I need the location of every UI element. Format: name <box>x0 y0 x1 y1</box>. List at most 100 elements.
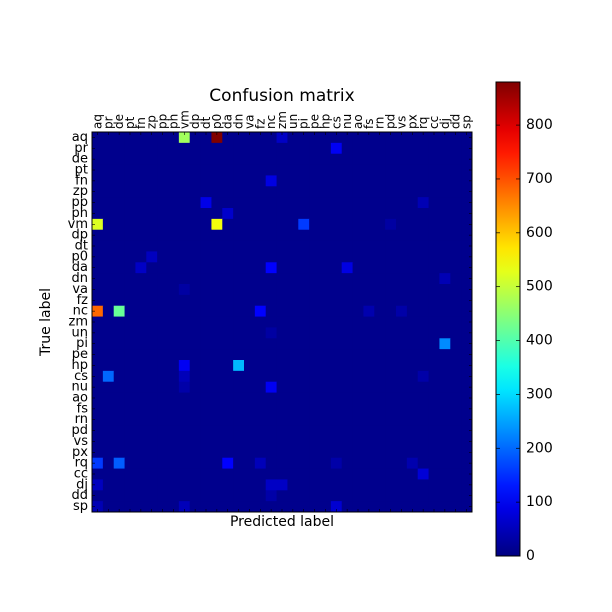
heatmap-cell <box>254 468 267 480</box>
heatmap-cell <box>211 132 223 144</box>
heatmap-cell <box>309 457 321 470</box>
heatmap-cell <box>200 197 212 209</box>
heatmap-cell <box>287 327 299 339</box>
heatmap-cell <box>222 436 234 448</box>
heatmap-cell <box>352 208 364 220</box>
heatmap-cell <box>92 262 104 274</box>
heatmap-cell <box>113 186 126 198</box>
heatmap-cell <box>102 197 115 209</box>
heatmap-cell <box>168 240 180 252</box>
heatmap-cell <box>113 414 126 426</box>
heatmap-cell <box>113 208 126 220</box>
heatmap-cell <box>298 381 310 394</box>
heatmap-cell <box>113 218 126 231</box>
heatmap-cells <box>92 132 473 513</box>
heatmap-cell <box>265 490 278 502</box>
y-tick-label: fn <box>75 173 88 188</box>
heatmap-cell <box>276 186 288 198</box>
heatmap-cell <box>92 294 104 307</box>
heatmap-cell <box>189 316 202 328</box>
heatmap-cell <box>233 490 245 502</box>
heatmap-cell <box>439 218 451 231</box>
heatmap-cell <box>189 446 202 459</box>
heatmap-cell <box>385 414 397 426</box>
heatmap-cell <box>233 381 245 394</box>
heatmap-cell <box>363 164 375 176</box>
heatmap-cell <box>135 305 147 318</box>
y-tick-label: va <box>72 282 88 297</box>
heatmap-cell <box>244 360 256 372</box>
heatmap-cell <box>124 153 136 166</box>
heatmap-cell <box>341 392 354 404</box>
heatmap-cell <box>189 425 202 437</box>
x-tick-label: cs <box>329 116 343 129</box>
heatmap-cell <box>254 381 267 394</box>
heatmap-cell <box>102 446 115 459</box>
heatmap-cell <box>244 436 256 448</box>
heatmap-cell <box>157 186 169 198</box>
x-tick-label: ph <box>166 114 180 129</box>
heatmap-cell <box>135 240 147 252</box>
heatmap-cell <box>374 370 386 383</box>
heatmap-cell <box>461 175 473 187</box>
heatmap-cell <box>320 360 332 372</box>
heatmap-cell <box>178 251 191 263</box>
x-tick-label: hp <box>318 114 332 129</box>
heatmap-cell <box>178 305 191 318</box>
heatmap-cell <box>330 175 343 187</box>
heatmap-cell <box>222 153 234 166</box>
heatmap-cell <box>439 414 451 426</box>
heatmap-cell <box>102 142 115 155</box>
heatmap-cell <box>385 132 397 144</box>
heatmap-cell <box>461 153 473 166</box>
heatmap-cell <box>309 294 321 307</box>
heatmap-cell <box>222 457 234 470</box>
heatmap-cell <box>222 327 234 339</box>
heatmap-cell <box>254 414 267 426</box>
heatmap-cell <box>461 142 473 155</box>
heatmap-cell <box>124 262 136 274</box>
heatmap-cell <box>222 338 234 350</box>
heatmap-cell <box>113 338 126 350</box>
heatmap-cell <box>189 360 202 372</box>
heatmap-cell <box>396 273 408 285</box>
heatmap-cell <box>352 240 364 252</box>
heatmap-cell <box>352 338 364 350</box>
heatmap-cell <box>254 175 267 187</box>
heatmap-cell <box>385 153 397 166</box>
heatmap-cell <box>374 490 386 502</box>
heatmap-cell <box>417 164 430 176</box>
heatmap-cell <box>309 479 321 491</box>
heatmap-cell <box>135 479 147 491</box>
heatmap-cell <box>124 436 136 448</box>
heatmap-cell <box>113 294 126 307</box>
heatmap-cell <box>113 273 126 285</box>
heatmap-cell <box>417 197 430 209</box>
heatmap-cell <box>298 229 310 242</box>
heatmap-cell <box>406 381 419 394</box>
heatmap-cell <box>406 468 419 480</box>
x-tick-label: pi <box>297 118 311 129</box>
heatmap-cell <box>189 153 202 166</box>
heatmap-cell <box>124 370 136 383</box>
heatmap-cell <box>330 446 343 459</box>
heatmap-cell <box>374 501 386 513</box>
heatmap-cell <box>254 262 267 274</box>
heatmap-cell <box>124 164 136 176</box>
heatmap-cell <box>439 305 451 318</box>
heatmap-cell <box>200 414 212 426</box>
heatmap-cell <box>417 186 430 198</box>
heatmap-cell <box>320 468 332 480</box>
heatmap-cell <box>254 240 267 252</box>
heatmap-cell <box>244 457 256 470</box>
heatmap-cell <box>330 349 343 361</box>
heatmap-cell <box>233 197 245 209</box>
heatmap-cell <box>265 229 278 242</box>
heatmap-cell <box>135 164 147 176</box>
heatmap-cell <box>92 229 104 242</box>
heatmap-cell <box>168 305 180 318</box>
heatmap-cell <box>287 349 299 361</box>
heatmap-cell <box>168 316 180 328</box>
heatmap-cell <box>352 490 364 502</box>
heatmap-cell <box>200 403 212 415</box>
